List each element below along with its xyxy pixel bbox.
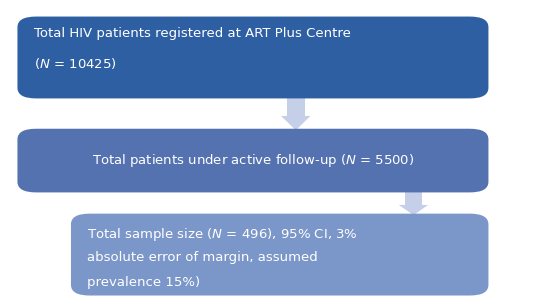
Polygon shape — [281, 116, 310, 130]
Polygon shape — [405, 192, 422, 205]
FancyBboxPatch shape — [17, 129, 489, 192]
Text: prevalence 15%): prevalence 15%) — [87, 275, 200, 289]
Text: absolute error of margin, assumed: absolute error of margin, assumed — [87, 251, 318, 264]
FancyBboxPatch shape — [71, 214, 489, 296]
Text: ($N$ = 10425): ($N$ = 10425) — [33, 56, 116, 71]
FancyBboxPatch shape — [17, 17, 489, 99]
Text: Total patients under active follow-up ($N$ = 5500): Total patients under active follow-up ($… — [92, 152, 414, 169]
Polygon shape — [287, 99, 305, 116]
Text: Total sample size ($N$ = 496), 95% CI, 3%: Total sample size ($N$ = 496), 95% CI, 3… — [87, 226, 358, 243]
Text: Total HIV patients registered at ART Plus Centre: Total HIV patients registered at ART Plu… — [33, 27, 350, 40]
Polygon shape — [399, 205, 428, 215]
